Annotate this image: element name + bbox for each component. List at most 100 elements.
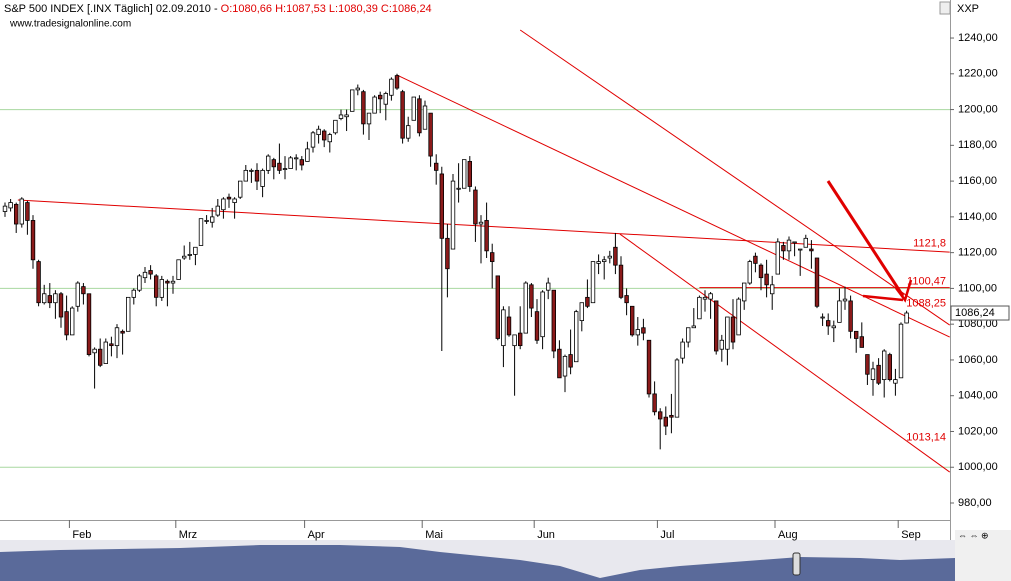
candle-body: [870, 368, 876, 381]
candle-body: [137, 275, 142, 291]
candle-body: [646, 339, 652, 395]
candle-body: [770, 284, 775, 295]
candle-body: [904, 312, 909, 324]
y-tick-label: 1120,00: [958, 247, 997, 259]
candle-body: [114, 327, 120, 347]
candle-body: [624, 295, 629, 304]
y-tick-label: 1060,00: [958, 354, 998, 366]
candle-body: [249, 169, 254, 172]
candle-body: [551, 289, 556, 352]
candle-body: [187, 254, 192, 256]
candle-body: [579, 302, 584, 321]
candle-body: [495, 275, 500, 339]
candle-body: [837, 300, 842, 323]
candle-body: [618, 264, 624, 298]
y-tick-label: 1020,00: [958, 425, 998, 437]
candle-body: [321, 130, 327, 141]
candle-body: [30, 220, 36, 261]
candle-body: [473, 189, 478, 225]
candle-body: [546, 282, 551, 291]
scroll-button[interactable]: [939, 1, 951, 15]
candle-body: [103, 341, 108, 364]
candle-body: [366, 112, 372, 125]
y-tick-label: 1180,00: [958, 139, 997, 151]
candle-body: [310, 132, 316, 148]
y-tick-label: 1140,00: [958, 211, 997, 223]
candle-body: [742, 282, 747, 302]
candle-body: [501, 309, 506, 347]
candle-body: [433, 162, 439, 171]
y-tick-label: 1040,00: [958, 390, 998, 402]
candle-body: [764, 273, 769, 286]
candle-body: [193, 246, 198, 255]
candle-body: [327, 134, 332, 143]
candle-body: [557, 348, 562, 379]
axes: 980,00 1000,00 1020,00 1040,00 1060,00 1080,0…: [68, 32, 1010, 541]
navigator-handle[interactable]: [792, 552, 801, 576]
chart-title: S&P 500 INDEX [.INX Täglich] 02.09.2010 …: [4, 3, 432, 15]
candle-body: [349, 89, 355, 112]
y-tick-label: 1220,00: [958, 68, 998, 80]
candle-body: [641, 327, 646, 334]
y-tick-label: 1200,00: [958, 103, 998, 115]
candle-body: [652, 393, 657, 413]
candle-body: [394, 75, 400, 89]
candles: [2, 73, 909, 450]
candle-body: [590, 261, 596, 304]
x-tick-label: Mai: [425, 529, 443, 541]
y-tick-label: 1100,00: [958, 282, 997, 294]
x-tick-label: Mrz: [179, 529, 197, 541]
candle-body: [534, 311, 540, 341]
candle-body: [439, 173, 444, 239]
candle-body: [602, 259, 607, 262]
candle-body: [714, 300, 719, 352]
x-tick-label: Jun: [537, 529, 555, 541]
candle-body: [58, 293, 64, 318]
candle-body: [809, 248, 814, 252]
candle-body: [876, 364, 881, 384]
candle-body: [316, 128, 321, 136]
candle-body: [781, 245, 786, 252]
candle-body: [814, 257, 820, 307]
trendline-label: 1088,25: [906, 297, 946, 309]
y-tick-label: 1080,00: [958, 318, 998, 330]
candle-body: [260, 169, 265, 187]
candle-body: [635, 329, 640, 336]
candle-body: [400, 91, 405, 139]
candle-body: [389, 78, 394, 96]
candle-body: [607, 255, 612, 259]
candle-body: [596, 261, 601, 264]
candle-body: [377, 94, 383, 100]
last-price-box: [950, 305, 1010, 321]
candle-body: [148, 270, 153, 275]
candle-body: [92, 348, 97, 354]
candle-body: [697, 296, 702, 320]
candle-body: [461, 159, 467, 189]
candle-body: [64, 311, 69, 336]
x-tick-label: Sep: [901, 529, 921, 541]
candle-body: [630, 305, 635, 336]
candle-body: [898, 323, 904, 379]
last-price-label: 1086,24: [955, 307, 995, 319]
candle-body: [25, 202, 30, 221]
candle-body: [506, 316, 512, 336]
candle-body: [848, 300, 853, 332]
candle-body: [2, 205, 8, 212]
candle-body: [277, 162, 282, 171]
candle-body: [686, 327, 691, 343]
ohlc-text: O:1080,66 H:1087,53 L:1080,39 C:1086,24: [221, 3, 432, 15]
candle-body: [170, 280, 176, 284]
candle-body: [831, 325, 836, 329]
trendlines: 1088,25 1121,8 1013,14 1100,47: [17, 29, 951, 473]
trendline-label: 1121,8: [913, 237, 946, 249]
candle-body: [478, 221, 484, 225]
candle-body: [86, 293, 92, 355]
candle-body: [574, 311, 579, 363]
candle-body: [893, 379, 898, 384]
zoom-buttons[interactable]: ⇔ ⇔ ⊕: [958, 530, 989, 540]
candle-body: [428, 112, 433, 157]
candle-body: [226, 196, 232, 200]
trendline-label: 1013,14: [906, 432, 946, 444]
